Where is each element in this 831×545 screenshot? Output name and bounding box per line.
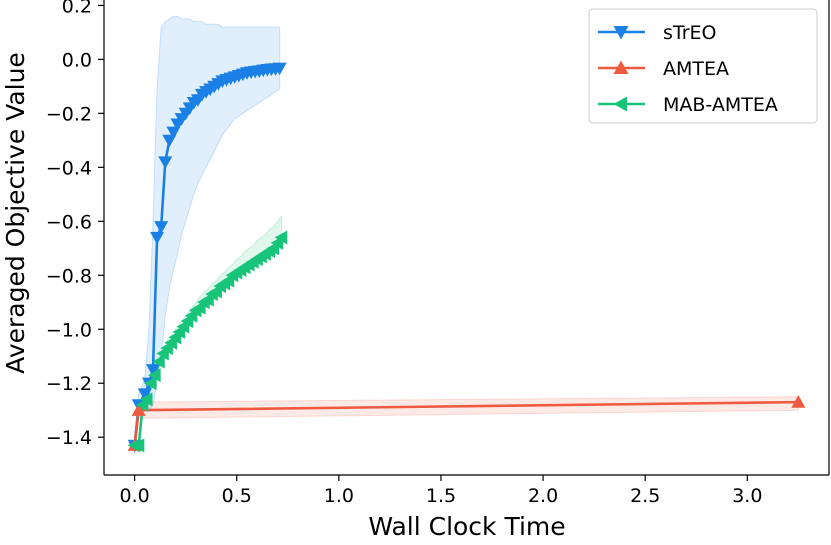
data-point (272, 62, 287, 76)
data-point (791, 395, 806, 408)
data-point (148, 368, 161, 383)
band-0 (134, 15, 281, 454)
x-tick-label: 2.5 (630, 485, 660, 507)
x-tick-label: 1.5 (426, 485, 456, 507)
legend-marker (613, 26, 629, 40)
y-tick-label: −0.2 (46, 103, 92, 125)
axis-ticks: 0.0 0.5 1.0 1.5 2.0 2.5 3.0 0.2 0.0 −0.2 −0.4 −0.6 −… (46, 0, 763, 507)
data-point (158, 156, 173, 169)
legend-label: AMTEA (663, 58, 729, 80)
y-tick-label: −1.0 (46, 319, 92, 341)
legend-box (588, 8, 818, 124)
y-tick-label: −0.6 (46, 211, 92, 233)
data-point (154, 221, 169, 234)
plot-axes (103, 0, 830, 476)
y-axis-label: Averaged Objective Value (1, 52, 30, 374)
data-point (131, 438, 145, 453)
legend-marker (613, 60, 629, 74)
x-tick-label: 2.0 (528, 485, 558, 507)
x-tick-label: 3.0 (732, 485, 762, 507)
data-point (131, 403, 146, 416)
data-point (274, 230, 288, 245)
data-point (152, 354, 165, 369)
x-axis-label: Wall Clock Time (368, 512, 565, 541)
series-lines (133, 66, 799, 447)
x-tick-label: 0.0 (120, 485, 150, 507)
legend-label: MAB-AMTEA (663, 94, 778, 116)
legend-marker (613, 96, 627, 112)
y-tick-label: −1.2 (46, 373, 92, 395)
y-tick-label: −0.4 (46, 157, 92, 179)
data-point (137, 388, 152, 402)
legend-label: sTrEO (663, 22, 716, 44)
data-point (143, 376, 157, 391)
y-tick-label: −0.8 (46, 265, 92, 287)
y-tick-label: 0.2 (62, 0, 92, 17)
y-tick-label: −1.4 (46, 427, 92, 449)
chart-legend: sTrEO AMTEA MAB-AMTEA (588, 8, 818, 124)
data-point (146, 364, 161, 377)
series-markers (127, 62, 806, 453)
data-point (150, 231, 165, 245)
x-tick-label: 1.0 (324, 485, 354, 507)
y-tick-label: 0.0 (62, 49, 92, 71)
data-point (139, 392, 153, 407)
x-tick-label: 0.5 (222, 485, 252, 507)
